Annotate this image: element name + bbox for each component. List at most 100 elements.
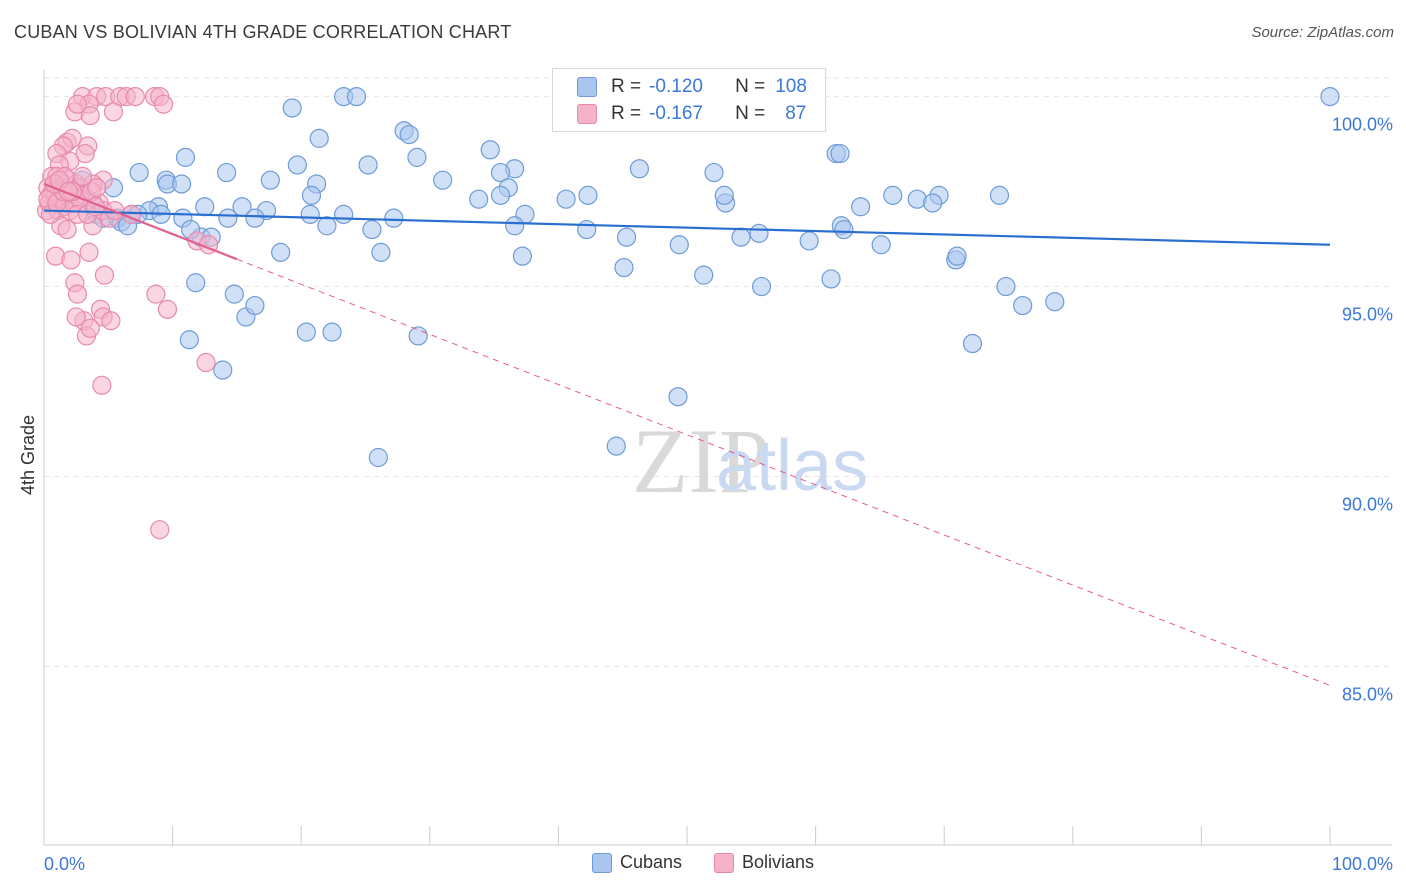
x-tick-label: 0.0% [44,854,85,874]
cubans-point [1045,292,1065,312]
bolivians-point [57,219,77,240]
cubans-point [614,257,634,278]
cubans-point [799,231,819,251]
bolivians-point [101,311,121,331]
bolivians-point [92,375,112,395]
legend-label-bolivians: Bolivians [742,852,815,872]
cubans-point [172,174,192,194]
y-axis-label: 4th Grade [18,415,38,495]
stats-n-label: N = [735,103,766,124]
cubans-point [714,185,734,205]
cubans-point [578,185,598,205]
source-label: Source: ZipAtlas.com [1251,24,1394,41]
cubans-point [301,185,322,205]
cubans-point [731,227,751,247]
cubans-point [346,86,367,107]
y-tick-label: 100.0% [1332,115,1393,135]
cubans-point [669,235,689,255]
cubans-point [469,189,489,209]
cubans-point [694,265,714,285]
bolivians-point [103,102,124,122]
bolivians-point [150,520,170,540]
stats-row-bolivians: R = -0.167 N = 87 [577,101,806,127]
cubans-point [282,98,302,118]
cubans-point [218,208,238,228]
cubans-point [296,322,316,342]
cubans-point [309,128,329,148]
cubans-point [213,360,233,380]
points-layer [36,86,1340,540]
stats-r-value: -0.167 [649,103,703,124]
cubans-point [556,189,576,209]
cubans-point [322,322,342,342]
bolivians-point [153,94,174,114]
cubans-point [179,330,199,350]
stats-row-cubans: R = -0.120 N = 108 [577,74,807,100]
cubans-point [362,219,382,240]
cubans-point [287,155,307,175]
cubans-point [334,204,354,224]
cubans-point [947,246,967,266]
cubans-point [371,242,391,262]
cubans-trend-line [43,209,1331,246]
bolivians-point [79,242,99,262]
cubans-point [871,235,891,255]
cubans-point [749,223,769,243]
cubans-point [480,140,500,160]
cubans-point [300,204,320,224]
stats-r-value: -0.120 [649,76,703,97]
bolivians-point [67,94,88,114]
cubans-point [821,269,841,289]
watermark-zip: ZIP [632,410,770,512]
cubans-point [616,227,637,247]
stats-swatch-bolivians [577,104,597,124]
cubans-point [923,193,943,213]
chart-title: CUBAN VS BOLIVIAN 4TH GRADE CORRELATION … [14,22,512,42]
legend-label-cubans: Cubans [619,852,682,872]
bolivians-point [94,265,115,285]
cubans-point [851,197,871,217]
stats-swatch-cubans [577,77,597,97]
cubans-point [217,162,237,183]
cubans-point [512,246,532,266]
watermark: ZIP atlas [632,410,868,512]
bolivians-point [67,284,88,304]
bolivians-trend-line [43,182,238,261]
cubans-point [490,162,511,183]
y-tick-label: 85.0% [1342,684,1393,704]
cubans-point [317,216,337,236]
stats-r-label: R = [611,76,642,97]
cubans-point [834,219,854,240]
stats-n-value: 87 [785,103,807,124]
cubans-point [433,170,453,190]
cubans-point [629,159,650,179]
legend-item-cubans[interactable]: Cubans [591,852,682,873]
cubans-point [368,447,388,468]
bolivians-point [61,250,81,270]
cubans-point [1013,295,1033,316]
cubans-point [751,276,772,297]
cubans-point [399,124,419,145]
bolivians-point [75,143,95,164]
legend-item-bolivians[interactable]: Bolivians [714,852,814,873]
cubans-point [408,326,428,346]
bolivians-point [125,86,145,107]
cubans-point [245,208,265,228]
bolivians-point [146,284,166,304]
cubans-point [490,185,511,205]
cubans-point [245,295,265,316]
cubans-point [224,284,244,304]
cubans-point [996,276,1016,297]
cubans-point [606,436,626,456]
legend: Cubans Bolivians [0,852,1406,873]
watermark-atlas: atlas [716,426,868,506]
cubans-point [271,242,291,262]
cubans-point [830,143,850,164]
stats-n-value: 108 [775,76,807,97]
bolivians-point [196,352,216,373]
cubans-point [577,219,597,240]
cubans-point [883,185,903,205]
stats-n-label: N = [735,76,766,97]
trend-layer [43,182,1331,686]
